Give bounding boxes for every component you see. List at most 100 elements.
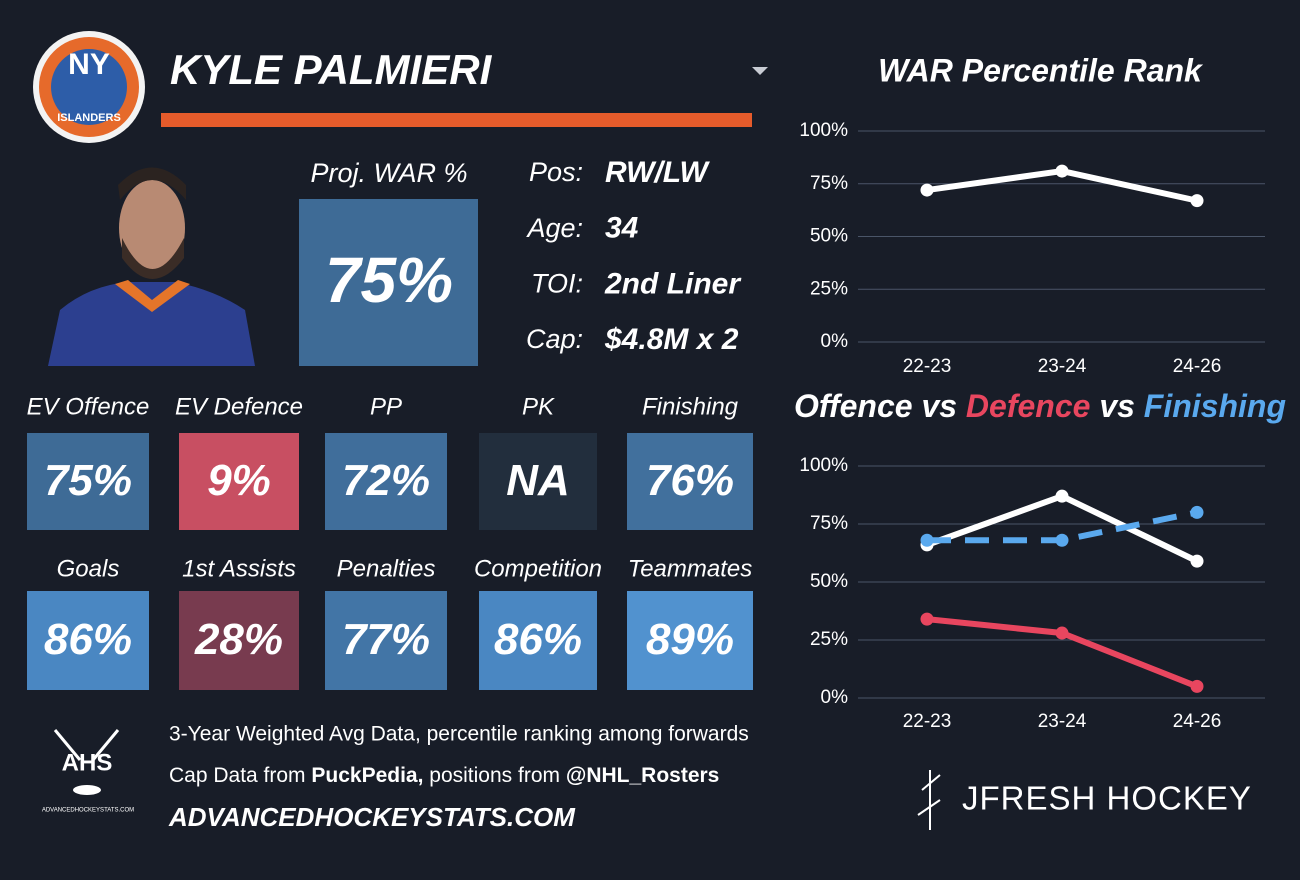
tile-box [179, 591, 299, 690]
chart-title: Offence vs Defence vs Finishing [794, 388, 1286, 424]
beard [122, 238, 184, 279]
brand-text: JFRESH HOCKEY [962, 780, 1252, 817]
tile-label: Penalties [337, 555, 436, 582]
logo-subtext: ISLANDERS [57, 112, 121, 124]
x-tick-label: 22-23 [903, 711, 952, 732]
jfresh-logo: JFRESH HOCKEY [917, 770, 1252, 830]
proj-war-box [299, 199, 478, 366]
data-point [1190, 554, 1204, 568]
data-point [1055, 626, 1069, 640]
credits-source: @NHL_Rosters [566, 764, 720, 787]
tile-label: Finishing [642, 393, 739, 420]
footer-note: 3-Year Weighted Avg Data, percentile ran… [169, 723, 749, 746]
tile-value: 9% [207, 456, 271, 505]
tile-value: 86% [494, 615, 582, 664]
proj-war-label: Proj. WAR % [310, 158, 467, 188]
tile-value: NA [506, 456, 570, 505]
data-point [1055, 533, 1069, 547]
x-tick-label: 22-23 [903, 356, 952, 377]
x-tick-label: 24-26 [1173, 356, 1222, 377]
tile-value: 77% [342, 615, 430, 664]
tile-label: Goals [57, 555, 120, 582]
y-tick-label: 0% [821, 331, 849, 352]
tile-box [325, 433, 447, 530]
data-point [1055, 489, 1069, 503]
footer-site: ADVANCEDHOCKEYSTATS.COM [168, 802, 576, 832]
player-name: KYLE PALMIERI [170, 46, 493, 93]
x-tick-label: 23-24 [1038, 711, 1087, 732]
info-value: 2nd Liner [604, 267, 742, 300]
ahs-logo: AHS ADVANCEDHOCKEYSTATS.COM [42, 729, 134, 814]
data-point [920, 612, 934, 626]
logo-sticks [53, 729, 120, 761]
ahs-logo-text: AHS [62, 749, 113, 776]
hair [118, 167, 186, 200]
ahs-logo-subtext: ADVANCEDHOCKEYSTATS.COM [42, 808, 134, 814]
y-tick-label: 75% [810, 513, 848, 534]
proj-war-value: 75% [325, 244, 453, 316]
tile-box [27, 591, 149, 690]
title-series: Offence [794, 388, 913, 424]
dropdown-caret[interactable] [752, 67, 768, 75]
footer-credits: Cap Data from PuckPedia, positions from … [169, 764, 719, 787]
y-tick-label: 100% [799, 120, 848, 141]
logo-text: NY [68, 48, 110, 81]
brand-mark [917, 770, 941, 830]
tile-value: 89% [646, 615, 734, 664]
data-point [1190, 194, 1204, 208]
name-underline [161, 113, 752, 127]
jersey [48, 282, 255, 366]
y-tick-label: 50% [810, 226, 848, 247]
tile-value: 28% [194, 615, 283, 664]
data-point [1055, 164, 1069, 178]
data-point [1190, 679, 1204, 693]
tile-value: 76% [646, 456, 734, 505]
data-point [1190, 505, 1204, 519]
tile-value: 75% [44, 456, 132, 505]
logo-inner [51, 49, 127, 125]
data-point [920, 533, 934, 547]
title-joiner: vs [1090, 388, 1143, 424]
tile-box [479, 591, 597, 690]
y-tick-label: 50% [810, 571, 848, 592]
tile-label: PK [522, 393, 555, 420]
info-label: Pos: [529, 157, 583, 187]
y-tick-label: 100% [799, 455, 848, 476]
data-point [920, 183, 934, 197]
tile-label: EV Offence [27, 393, 150, 420]
credits-source: PuckPedia, [311, 764, 423, 787]
title-joiner: vs [913, 388, 966, 424]
tile-box [627, 433, 753, 530]
y-tick-label: 75% [810, 173, 848, 194]
tile-label: 1st Assists [182, 555, 296, 582]
info-value: 34 [605, 212, 639, 245]
title-series: Defence [966, 388, 1091, 424]
info-value: $4.8M x 2 [604, 323, 739, 356]
tile-box [325, 591, 447, 690]
chart-title: WAR Percentile Rank [878, 52, 1204, 88]
tile-box [27, 433, 149, 530]
y-tick-label: 25% [810, 629, 848, 650]
tile-box [179, 433, 299, 530]
x-tick-label: 23-24 [1038, 356, 1087, 377]
info-label: Age: [525, 213, 583, 243]
face [119, 180, 185, 276]
tile-label: Teammates [628, 555, 753, 582]
info-label: Cap: [526, 324, 583, 354]
x-tick-label: 24-26 [1173, 711, 1222, 732]
tile-label: EV Defence [175, 393, 303, 420]
title-series: Finishing [1144, 388, 1286, 424]
player-photo [48, 167, 255, 366]
tile-box [479, 433, 597, 530]
tile-label: PP [370, 393, 402, 420]
tile-box [627, 591, 753, 690]
tile-label: Competition [474, 555, 602, 582]
credits-text: positions from [423, 764, 565, 787]
collar [115, 280, 190, 312]
team-logo: NY ISLANDERS [33, 31, 145, 143]
y-tick-label: 25% [810, 278, 848, 299]
logo-puck [73, 785, 101, 795]
credits-text: Cap Data from [169, 764, 311, 787]
tile-value: 72% [342, 456, 430, 505]
